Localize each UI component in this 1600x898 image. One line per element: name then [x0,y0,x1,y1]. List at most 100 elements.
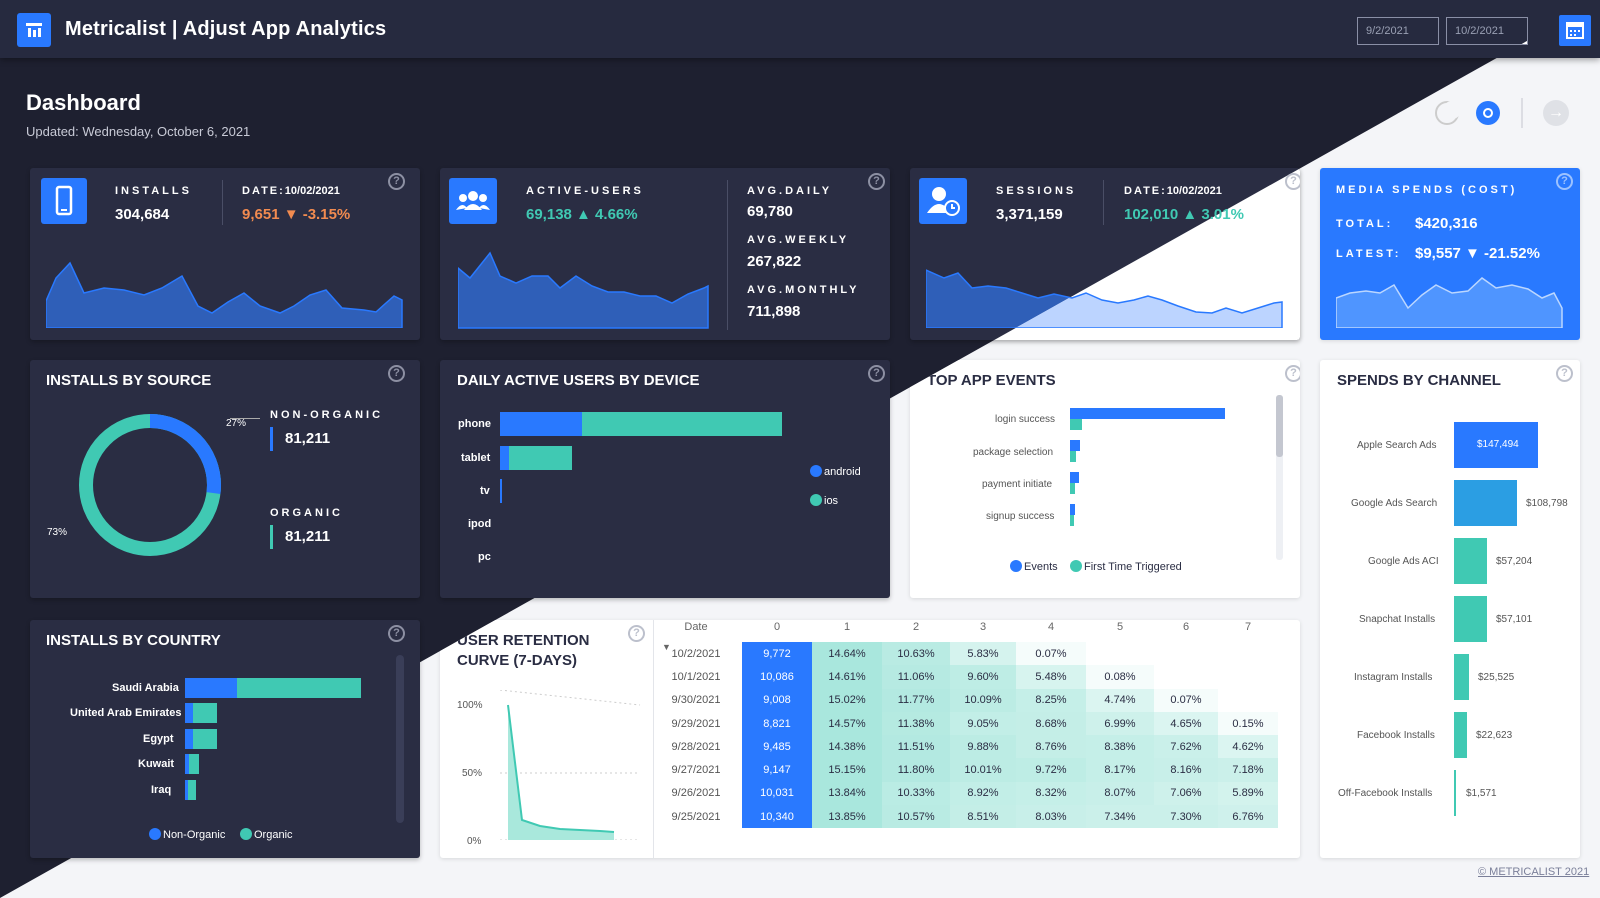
table-cell: 8.68% [1016,711,1086,736]
updated-timestamp: Updated: Wednesday, October 6, 2021 [26,124,251,139]
table-cell: 8.32% [1016,781,1086,806]
settings-icon[interactable] [1476,101,1500,125]
table-cell: 0.15% [1218,711,1278,736]
scrollbar[interactable] [396,655,404,823]
installs-date: 10/02/2021 [284,185,340,197]
table-cell: 11.51% [882,735,950,759]
retention-col-header: 5 [1116,621,1124,633]
table-cell: 7.06% [1154,781,1218,806]
date-to-input[interactable] [1446,17,1528,45]
calendar-button[interactable] [1559,15,1591,46]
sessions-daily-trend: 102,010 ▲ 3.01% [1124,206,1244,223]
table-cell: 9,772 [742,642,812,666]
table-row: 10/1/2021 10,086 14.61% 11.06% 9.60% 5.48% 0.0… [650,665,1278,689]
channel-label: Facebook Installs [1357,730,1435,741]
table-cell: 4.62% [1218,735,1278,759]
table-cell: 14.64% [812,642,882,666]
table-cell: 8.03% [1016,805,1086,829]
page-title: Dashboard [26,90,141,115]
table-cell: 10,031 [742,781,812,806]
help-icon[interactable]: ? [388,365,405,382]
table-cell: 8.76% [1016,735,1086,759]
organic-label: ORGANIC [270,507,343,519]
device-label: tablet [461,452,491,464]
table-cell: 5.48% [1016,665,1086,689]
pct-non-organic: 27% [226,418,247,429]
avg-monthly-value: 711,898 [747,303,801,320]
spends-by-channel-title: SPENDS BY CHANNEL [1337,372,1501,389]
table-cell: 10,340 [742,805,812,829]
table-cell [1154,642,1218,665]
legend-non-organic[interactable]: Non-Organic [149,828,225,841]
legend-first-time[interactable]: First Time Triggered [1070,560,1182,573]
channel-label: Google Ads ACI [1368,556,1439,567]
table-cell [1218,642,1278,665]
legend-events[interactable]: Events [1010,560,1058,573]
latest-label: LATEST: [1336,248,1402,260]
retention-col-header: 1 [843,621,851,633]
active-users-label: ACTIVE-USERS [526,185,644,197]
installs-by-source-card: INSTALLS BY SOURCE ? 27% 73% NON-ORGANIC… [30,360,420,598]
table-cell: 8.17% [1086,758,1154,782]
latest-value: $9,557 ▼ -21.52% [1415,245,1540,262]
sessions-date-label: DATE: [1124,185,1167,197]
table-cell: 10.33% [882,781,950,806]
table-cell: 7.30% [1154,805,1218,829]
table-cell: 9.05% [950,711,1016,736]
channel-label: Apple Search Ads [1357,440,1437,451]
table-cell: 15.15% [812,758,882,782]
table-cell: 10,086 [742,665,812,689]
user-retention-card: USER RETENTION CURVE (7-DAYS) ? 100% 50%… [440,620,1300,858]
help-icon[interactable]: ? [1556,365,1573,382]
total-value: $420,316 [1415,215,1478,232]
help-icon[interactable]: ? [1285,173,1300,190]
avg-daily-value: 69,780 [747,203,793,220]
legend-ios[interactable]: ios [810,494,838,507]
help-icon[interactable]: ? [1285,365,1300,382]
top-app-events-title: TOP APP EVENTS [927,372,1056,389]
active-users-sparkline [458,251,709,329]
table-cell: 7.34% [1086,805,1154,829]
arrow-right-icon[interactable]: → [1543,100,1569,126]
table-cell: 6.99% [1086,711,1154,736]
retention-curve [500,690,641,840]
table-cell: 0.07% [1016,642,1086,666]
table-cell: 9/30/2021 [671,694,721,707]
table-cell: 0.08% [1086,665,1154,689]
table-cell: 5.89% [1218,781,1278,806]
table-cell: 14.61% [812,665,882,689]
channel-label: Google Ads Search [1351,498,1438,509]
help-icon[interactable]: ? [868,365,885,382]
non-organic-label: NON-ORGANIC [270,409,384,421]
date-from-input[interactable] [1357,17,1439,45]
table-cell: 7.62% [1154,735,1218,759]
bar-phone-ios [582,412,782,436]
retention-table: Date 0 1 2 3 4 5 6 7 10/2/2021 9,772 14.64% 10.63% 5.… [650,612,1278,829]
scrollbar[interactable] [1276,395,1283,560]
help-icon[interactable]: ? [388,625,405,642]
moon-icon[interactable] [1435,101,1461,125]
retention-col-header: 6 [1182,621,1190,633]
channel-value: $1,571 [1466,788,1497,799]
table-cell: 8.16% [1154,758,1218,782]
help-icon[interactable]: ? [868,173,885,190]
table-cell: 10.57% [882,805,950,829]
help-icon[interactable]: ? [628,625,645,642]
table-cell [1218,689,1278,712]
legend-organic[interactable]: Organic [240,828,293,841]
sort-arrow-icon[interactable]: ▼ [662,642,671,652]
sessions-label: SESSIONS [996,185,1077,197]
user-clock-icon [919,178,967,224]
calendar-icon [1566,22,1584,39]
help-icon[interactable]: ? [1556,173,1573,190]
help-icon[interactable]: ? [388,173,405,190]
sessions-value: 3,371,159 [996,206,1063,223]
table-cell: 9/27/2021 [671,764,721,777]
copyright[interactable]: © METRICALIST 2021 [1478,866,1590,878]
device-label: tv [480,485,490,497]
table-cell: 10/1/2021 [671,670,721,683]
table-cell: 11.06% [882,665,950,689]
legend-android[interactable]: android [810,465,861,478]
pct-organic: 73% [47,527,68,538]
active-users-value: 69,138 ▲ 4.66% [526,206,638,223]
